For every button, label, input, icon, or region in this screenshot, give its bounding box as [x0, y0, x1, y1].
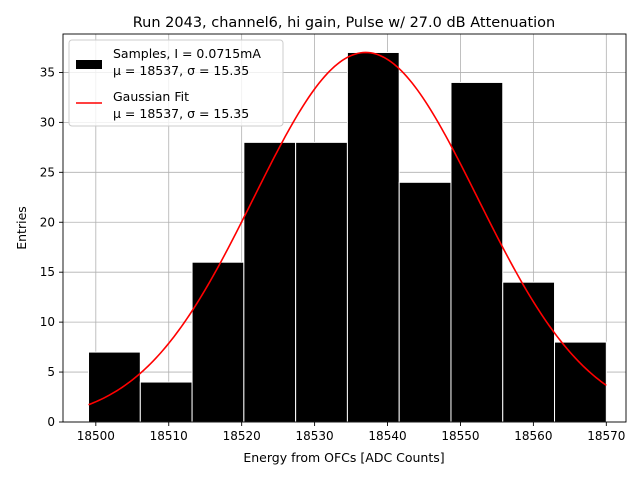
- x-tick-label: 18550: [441, 429, 479, 443]
- y-axis-ticks: 0 5 10 15 20 25 30 35: [40, 65, 63, 429]
- y-tick-label: 25: [40, 165, 55, 179]
- y-tick-label: 5: [47, 365, 55, 379]
- histogram-bar: [295, 141, 348, 423]
- y-tick-label: 30: [40, 115, 55, 129]
- y-tick-label: 0: [47, 415, 55, 429]
- y-tick-label: 20: [40, 215, 55, 229]
- y-tick-label: 10: [40, 315, 55, 329]
- y-tick-label: 35: [40, 65, 55, 79]
- legend-swatch-samples: [76, 60, 102, 69]
- chart-title: Run 2043, channel6, hi gain, Pulse w/ 27…: [133, 15, 556, 31]
- x-tick-label: 18520: [223, 429, 261, 443]
- x-tick-label: 18500: [77, 429, 115, 443]
- legend-frame: [68, 39, 284, 127]
- legend-stats-samples: μ = 18537, σ = 15.35: [113, 63, 249, 78]
- legend-label-samples: Samples, I = 0.0715mA: [113, 46, 261, 61]
- legend: Samples, I = 0.0715mA μ = 18537, σ = 15.…: [68, 39, 284, 127]
- histogram-bar: [554, 341, 607, 423]
- x-tick-label: 18540: [368, 429, 406, 443]
- legend-label-fit: Gaussian Fit: [113, 89, 189, 104]
- histogram-bar: [88, 351, 141, 423]
- x-tick-label: 18560: [514, 429, 552, 443]
- histogram-bars: [88, 51, 607, 423]
- plot-frame: [62, 33, 627, 423]
- histogram-bar: [243, 141, 297, 423]
- histogram-bar: [139, 381, 193, 423]
- y-tick-label: 15: [40, 265, 55, 279]
- x-tick-label: 18530: [296, 429, 334, 443]
- x-axis-ticks: 18500 18510 18520 18530 18540 18550 18560 18570: [77, 422, 625, 443]
- x-tick-label: 18570: [587, 429, 625, 443]
- x-tick-label: 18510: [150, 429, 188, 443]
- x-axis-label: Energy from OFCs [ADC Counts]: [243, 450, 444, 465]
- y-axis-label: Entries: [14, 206, 29, 250]
- histogram-bar: [502, 281, 556, 423]
- histogram-bar: [398, 181, 452, 423]
- histogram-bar: [191, 261, 245, 423]
- histogram-bar: [346, 51, 400, 423]
- histogram-bar: [450, 81, 504, 423]
- legend-stats-fit: μ = 18537, σ = 15.35: [113, 106, 249, 121]
- gaussian-fit-layer: [88, 51, 607, 406]
- gaussian-fit-curve: [88, 51, 607, 406]
